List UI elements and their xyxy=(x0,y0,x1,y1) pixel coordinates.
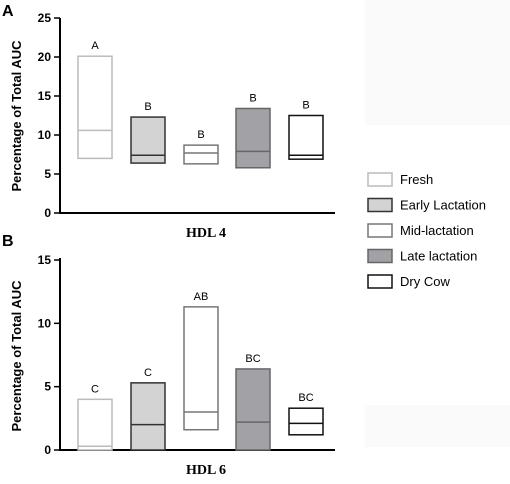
y-tick-label: 10 xyxy=(38,128,52,142)
box-body xyxy=(235,107,271,169)
box-mid-lactation: AB xyxy=(183,291,219,431)
legend-label: Late lactation xyxy=(400,249,477,264)
box-dry-cow: BC xyxy=(288,392,324,436)
significance-letter: A xyxy=(91,40,99,52)
legend-item: Dry Cow xyxy=(367,274,450,289)
y-ticks-a: 0 5 10 15 20 25 xyxy=(38,11,60,220)
significance-letter: BC xyxy=(245,353,260,365)
legend-swatch xyxy=(367,274,393,289)
box-fresh: C xyxy=(77,383,113,451)
legend-item: Early Lactation xyxy=(367,197,486,213)
legend-label: Dry Cow xyxy=(400,274,450,289)
y-ticks-b: 0 5 10 15 xyxy=(38,253,60,457)
box-fresh: A xyxy=(77,40,113,160)
box-mid-lactation: B xyxy=(183,129,219,165)
box-late-lactation: BC xyxy=(235,353,271,451)
box-body xyxy=(183,306,219,431)
legend-swatch xyxy=(367,248,393,264)
y-tick-label: 0 xyxy=(44,443,51,457)
legend-item: Mid-lactation xyxy=(367,223,474,238)
y-tick-label: 5 xyxy=(44,167,51,181)
panel-a: A Percentage of Total AUC 0 5 10 15 20 25 A B B… xyxy=(2,3,335,241)
legend-swatch xyxy=(367,172,393,187)
y-tick-label: 20 xyxy=(38,50,52,64)
legend-item: Late lactation xyxy=(367,248,477,264)
significance-letter: BC xyxy=(298,392,313,404)
box-body xyxy=(288,407,324,436)
boxes-a: A B B B B xyxy=(77,40,324,169)
y-tick-label: 0 xyxy=(44,206,51,220)
background-panel xyxy=(365,405,510,447)
box-early-lactation: B xyxy=(130,101,166,164)
panel-b: B Percentage of Total AUC 0 5 10 15 C C AB BC B… xyxy=(2,233,335,478)
box-body xyxy=(130,116,166,164)
box-body xyxy=(235,368,271,451)
y-tick-label: 5 xyxy=(44,380,51,394)
y-axis-label-a: Percentage of Total AUC xyxy=(9,40,24,192)
box-early-lactation: C xyxy=(130,367,166,451)
y-tick-label: 15 xyxy=(38,89,52,103)
significance-letter: AB xyxy=(194,291,209,303)
y-tick-label: 25 xyxy=(38,11,52,25)
y-tick-label: 15 xyxy=(38,253,52,267)
box-body xyxy=(183,144,219,165)
legend-swatch xyxy=(367,223,393,238)
box-body xyxy=(130,382,166,451)
box-late-lactation: B xyxy=(235,92,271,169)
significance-letter: B xyxy=(249,92,256,104)
box-dry-cow: B xyxy=(288,100,324,160)
x-axis-label-b: HDL 6 xyxy=(186,463,226,478)
legend-label: Fresh xyxy=(400,172,433,187)
significance-letter: C xyxy=(91,383,99,395)
legend-label: Early Lactation xyxy=(400,198,486,213)
x-axis-label-a: HDL 4 xyxy=(186,226,226,241)
background-panel xyxy=(365,0,510,125)
box-body xyxy=(288,114,324,160)
box-body xyxy=(77,55,113,160)
box-body xyxy=(77,398,113,451)
boxes-b: C C AB BC BC xyxy=(77,291,324,451)
significance-letter: B xyxy=(144,101,151,113)
panel-letter-a: A xyxy=(2,3,14,20)
significance-letter: B xyxy=(302,100,309,112)
y-axis-label-b: Percentage of Total AUC xyxy=(9,280,24,432)
y-tick-label: 10 xyxy=(38,316,52,330)
legend-label: Mid-lactation xyxy=(400,223,474,238)
legend-item: Fresh xyxy=(367,172,433,187)
significance-letter: C xyxy=(144,367,152,379)
panel-letter-b: B xyxy=(2,233,14,250)
significance-letter: B xyxy=(197,129,204,141)
legend: Fresh Early Lactation Mid-lactation Late la… xyxy=(367,172,486,289)
legend-swatch xyxy=(367,197,393,213)
